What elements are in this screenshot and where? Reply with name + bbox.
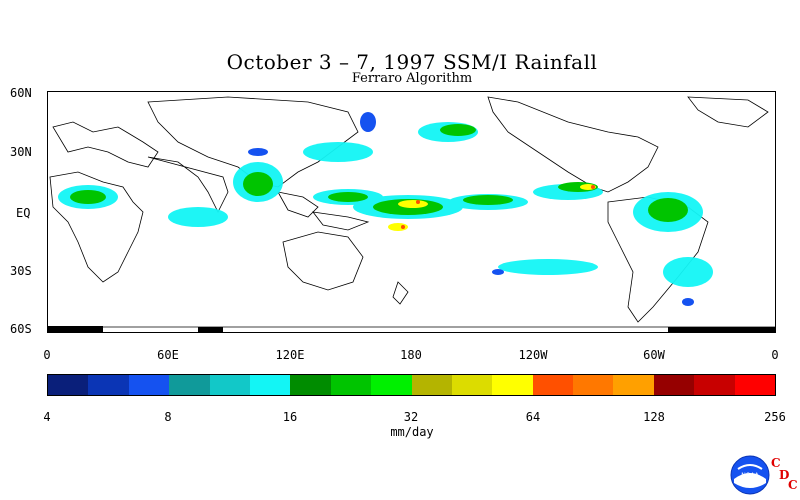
noaa-logo-text: NOAA xyxy=(741,472,759,479)
colorbar-segment-16 xyxy=(694,375,735,395)
cdc-letter-c1: C xyxy=(771,456,781,470)
colorbar-label-128: 128 xyxy=(643,410,665,424)
colorbar-label-32: 32 xyxy=(403,410,419,424)
colorbar-segment-11 xyxy=(492,375,533,395)
map-title: October 3 – 7, 1997 SSM/I Rainfall xyxy=(226,50,598,74)
colorbar-segment-4 xyxy=(209,375,250,395)
colorbar-segment-9 xyxy=(411,375,452,395)
map-svg xyxy=(48,96,775,332)
colorbar-segment-10 xyxy=(451,375,493,395)
rainfall-patterns xyxy=(48,112,775,332)
colorbar-segment-12 xyxy=(532,375,574,395)
lon-label-0: 0 xyxy=(43,348,51,362)
colorbar-segment-3 xyxy=(169,375,210,395)
lat-label-eq: EQ xyxy=(16,206,31,220)
colorbar-label-8: 8 xyxy=(164,410,172,424)
lat-label-30s: 30S xyxy=(10,264,32,278)
colorbar-segment-5 xyxy=(249,375,291,395)
colorbar-segment-8 xyxy=(371,375,412,395)
lat-label-60n: 60N xyxy=(10,86,32,100)
colorbar-label-64: 64 xyxy=(525,410,541,424)
noaa-logo-icon: NOAA xyxy=(730,455,770,495)
colorbar-label-4: 4 xyxy=(43,410,51,424)
colorbar-segment-6 xyxy=(290,375,331,395)
map-subtitle: Ferraro Algorithm xyxy=(351,71,473,86)
lat-label-60s: 60S xyxy=(10,322,32,336)
lon-label-60w: 60W xyxy=(643,348,665,362)
colorbar-segment-14 xyxy=(613,375,654,395)
colorbar-segment-0 xyxy=(48,375,89,395)
cdc-letter-d: D xyxy=(779,468,790,482)
lon-label-120w: 120W xyxy=(518,348,548,362)
lat-label-30n: 30N xyxy=(10,145,32,159)
colorbar-segment-2 xyxy=(128,375,170,395)
colorbar-segment-13 xyxy=(573,375,614,395)
rainfall-map xyxy=(47,91,776,333)
lon-label-180: 180 xyxy=(400,348,422,362)
lon-label-0-east: 0 xyxy=(771,348,779,362)
cdc-letter-c2: C xyxy=(788,478,798,492)
colorbar xyxy=(47,374,776,396)
colorbar-label-16: 16 xyxy=(282,410,298,424)
colorbar-segment-7 xyxy=(330,375,372,395)
lon-label-120e: 120E xyxy=(275,348,305,362)
colorbar-segment-1 xyxy=(88,375,129,395)
lon-label-60e: 60E xyxy=(157,348,179,362)
colorbar-label-256: 256 xyxy=(764,410,786,424)
colorbar-segment-17 xyxy=(734,375,776,395)
coastlines xyxy=(48,96,775,328)
colorbar-units: mm/day xyxy=(390,425,434,439)
colorbar-segment-15 xyxy=(653,375,695,395)
